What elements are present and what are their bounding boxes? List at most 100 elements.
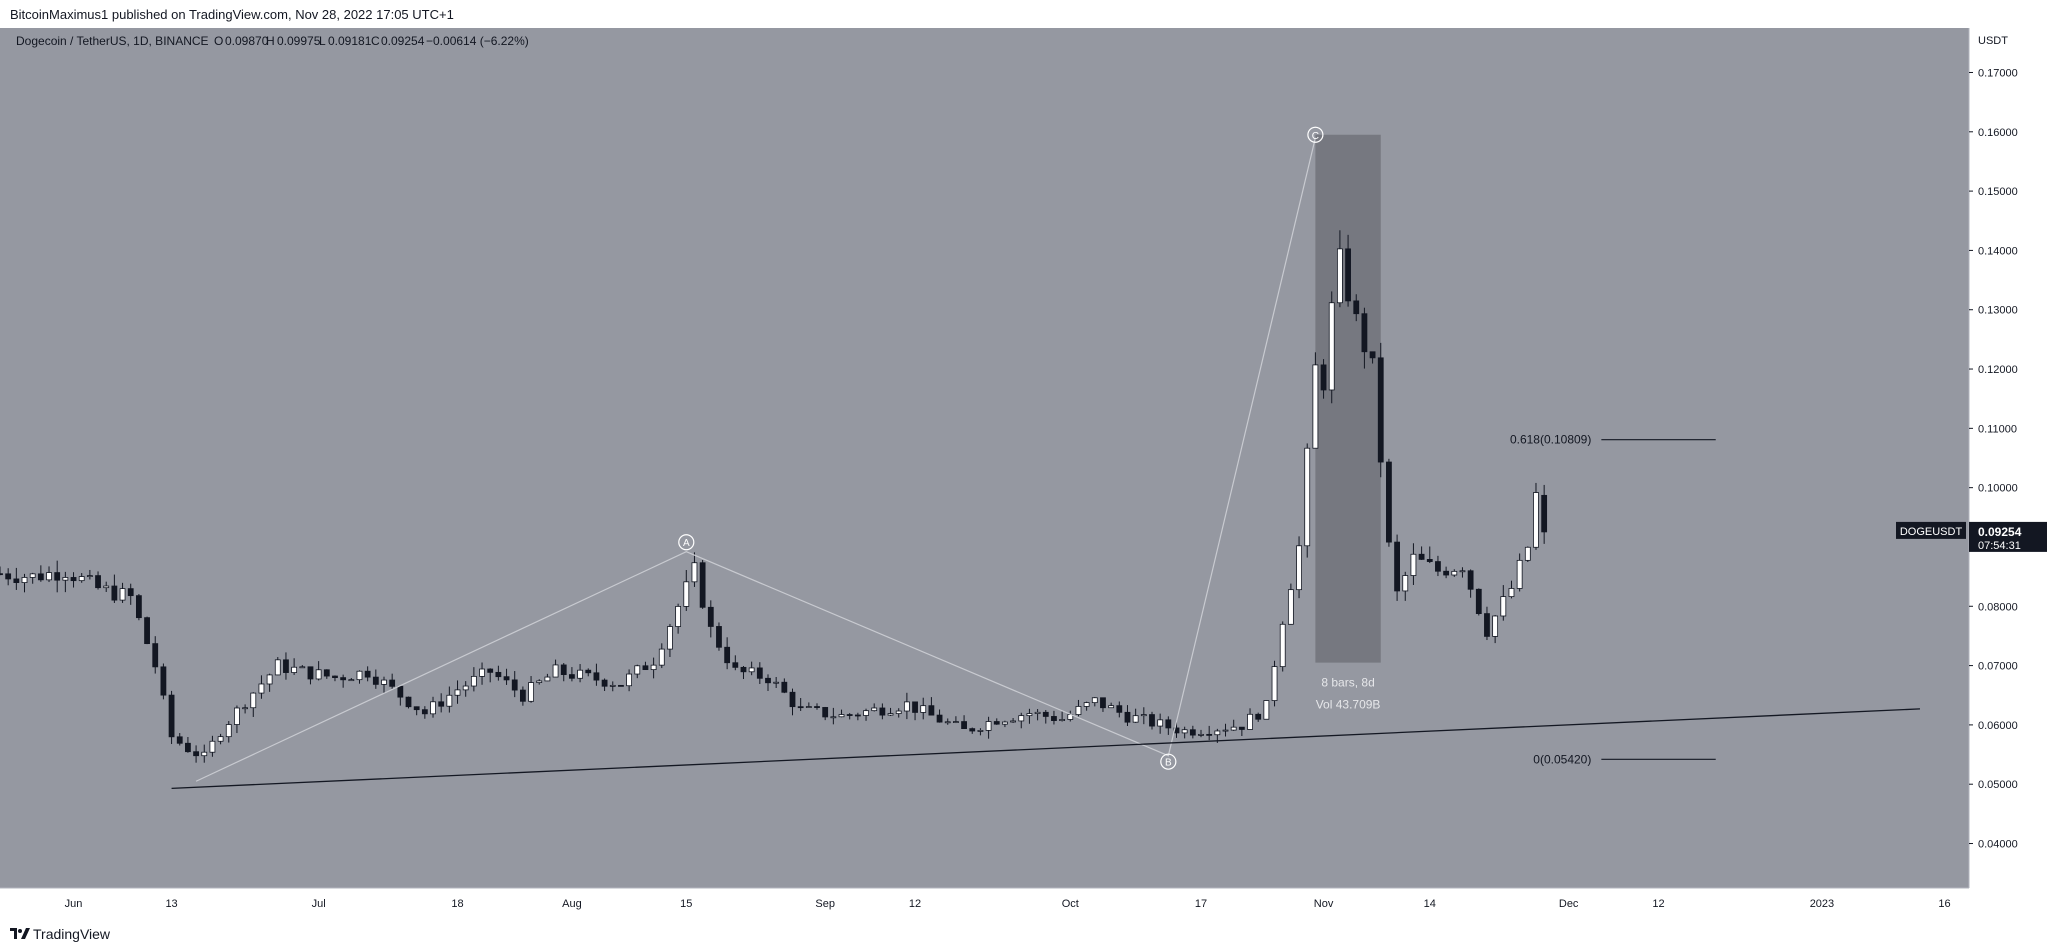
tradingview-logo-icon[interactable] bbox=[10, 928, 30, 940]
candle-down bbox=[781, 681, 788, 693]
candle-up bbox=[454, 689, 461, 696]
candle-up bbox=[1451, 570, 1458, 576]
symbol-tag-label: DOGEUSDT bbox=[1900, 526, 1963, 538]
candle-up bbox=[1034, 711, 1041, 714]
candle-up bbox=[201, 751, 208, 757]
candle-down bbox=[936, 714, 943, 723]
candle-up bbox=[1508, 588, 1515, 598]
candle-up bbox=[299, 666, 306, 669]
price-tick-label: 0.13000 bbox=[1978, 305, 2018, 317]
candle-down bbox=[1475, 588, 1482, 614]
price-tick-label: 0.12000 bbox=[1978, 364, 2018, 376]
candle-up bbox=[1524, 546, 1531, 561]
candle-down bbox=[1443, 570, 1450, 576]
range-box-bars-label: 8 bars, 8d bbox=[1321, 676, 1374, 690]
price-tick-label: 0.17000 bbox=[1978, 67, 2018, 79]
candle-up bbox=[675, 606, 682, 627]
candle-down bbox=[13, 578, 20, 583]
legend-low-value: 0.09181 bbox=[328, 34, 372, 48]
candle-down bbox=[1484, 613, 1490, 637]
candle-down bbox=[323, 669, 330, 677]
candle-up bbox=[536, 680, 543, 683]
candle-up bbox=[274, 659, 281, 676]
candle-up bbox=[315, 669, 322, 680]
wave-label-circle bbox=[678, 534, 695, 551]
candle-up bbox=[1459, 570, 1466, 573]
last-price-value: 0.09254 bbox=[1978, 525, 2022, 539]
candle-down bbox=[438, 701, 445, 707]
candle-down bbox=[822, 707, 829, 718]
candle-down bbox=[928, 705, 935, 716]
candle-up bbox=[1198, 733, 1204, 736]
support-trendline bbox=[171, 708, 1921, 790]
range-box-volume-label: Vol 43.709B bbox=[1316, 698, 1381, 712]
candle-up bbox=[1002, 721, 1008, 725]
candle-up bbox=[1091, 697, 1098, 704]
candle-down bbox=[879, 707, 886, 716]
candle-down bbox=[1100, 697, 1106, 709]
candle-up bbox=[748, 667, 755, 673]
candle-down bbox=[519, 689, 526, 702]
time-tick-label: 18 bbox=[451, 898, 463, 910]
price-tick-label: 0.04000 bbox=[1978, 839, 2018, 851]
tradingview-brand[interactable]: TradingView bbox=[33, 926, 111, 942]
candle-down bbox=[332, 675, 338, 679]
publisher-text: BitcoinMaximus1 published on TradingView… bbox=[10, 7, 454, 22]
candle-down bbox=[144, 617, 150, 645]
time-tick-label: Aug bbox=[562, 898, 582, 910]
candle-up bbox=[1083, 702, 1090, 707]
candle-up bbox=[430, 701, 436, 715]
candle-up bbox=[1018, 715, 1025, 722]
candle-down bbox=[569, 674, 575, 679]
candle-up bbox=[920, 705, 927, 713]
legend-symbol: Dogecoin / TetherUS, 1D, BINANCE bbox=[16, 34, 209, 48]
candle-down bbox=[1189, 729, 1196, 736]
candle-down bbox=[1124, 711, 1131, 723]
chart-area[interactable]: 8 bars, 8d Vol 43.709B 0.618(0.10809) 0(0.… bbox=[0, 28, 2047, 919]
abc-wave-path bbox=[195, 137, 1316, 782]
candle-down bbox=[1320, 364, 1327, 391]
overlay-layer: 0.618(0.10809) 0(0.05420) A B C bbox=[171, 126, 1921, 790]
fib-level-label: 0(0.05420) bbox=[1533, 752, 1591, 766]
candle-up bbox=[258, 683, 265, 694]
candle-down bbox=[1165, 719, 1172, 729]
candle-up bbox=[381, 679, 387, 685]
candle-down bbox=[1386, 461, 1392, 543]
candle-up bbox=[234, 707, 240, 725]
time-tick-label: Jun bbox=[65, 898, 83, 910]
candle-up bbox=[1304, 447, 1311, 547]
candle-down bbox=[740, 666, 747, 673]
time-tick-label: Dec bbox=[1559, 898, 1579, 910]
candle-down bbox=[1361, 313, 1368, 353]
candle-up bbox=[773, 681, 780, 684]
candle-down bbox=[765, 677, 771, 684]
price-axis[interactable]: USDT 0.04000 0.05000 0.06000 0.07000 0.08000 0… bbox=[1896, 28, 2047, 919]
candle-down bbox=[135, 595, 142, 619]
candle-up bbox=[291, 666, 298, 673]
candle-down bbox=[405, 696, 412, 708]
candle-down bbox=[789, 691, 796, 708]
time-tick-label: Jul bbox=[312, 898, 326, 910]
candle-up bbox=[552, 664, 559, 678]
candle-down bbox=[814, 706, 820, 708]
candle-down bbox=[1418, 553, 1425, 560]
candle-down bbox=[487, 668, 494, 673]
candle-down bbox=[503, 676, 510, 681]
candle-down bbox=[1541, 494, 1548, 533]
plot-background bbox=[0, 28, 1969, 888]
wave-label: A bbox=[683, 538, 690, 549]
time-tick-label: 12 bbox=[1652, 898, 1664, 910]
candle-down bbox=[340, 677, 347, 681]
candle-down bbox=[560, 664, 567, 675]
candle-down bbox=[756, 667, 763, 679]
candle-up bbox=[863, 710, 869, 716]
candle-down bbox=[193, 751, 199, 757]
candle-up bbox=[544, 676, 551, 682]
candle-down bbox=[364, 670, 371, 678]
candle-up bbox=[887, 713, 894, 716]
time-axis[interactable]: Jun 13 Jul 18 Aug 15 Sep 12 Oct 17 Nov 14 Dec 12 2023 1… bbox=[0, 887, 2047, 919]
candle-down bbox=[389, 679, 396, 687]
candle-up bbox=[977, 730, 984, 732]
candle-up bbox=[462, 685, 469, 691]
candlestick-chart[interactable]: 8 bars, 8d Vol 43.709B 0.618(0.10809) 0(0.… bbox=[0, 28, 2047, 919]
